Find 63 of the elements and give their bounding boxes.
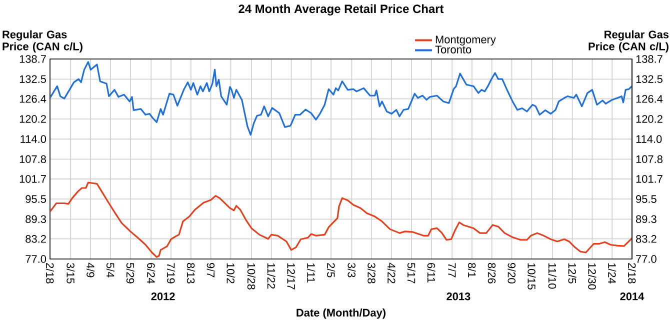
x-tick-label: 12/30 <box>588 263 596 290</box>
y2-tick-label: 132.5 <box>636 75 662 83</box>
x-tick-label: 5/29 <box>126 262 134 284</box>
x-tick-label: 3/15 <box>66 262 75 284</box>
x-tick-label: 11/22 <box>267 263 276 289</box>
y2-tick-label: 101.7 <box>636 175 662 183</box>
y-tick-label: 83.2 <box>26 235 46 243</box>
legend-label: Montgomery <box>436 36 496 46</box>
x-axis-title: Date (Month/Day) <box>296 308 386 319</box>
y-tick-label: 126.4 <box>20 95 46 103</box>
x-tick-label: 10/15 <box>528 263 536 290</box>
x-tick-label: 7/7 <box>448 263 456 278</box>
x-tick-label: 3/3 <box>348 262 356 278</box>
x2-tick-label: 2012 <box>151 292 175 300</box>
y2-tick-label: 114.0 <box>636 135 662 143</box>
y2-tick-label: 138.7 <box>636 55 662 63</box>
x-tick-label: 6/24 <box>147 263 156 284</box>
x2-tick-label: 2014 <box>620 292 644 300</box>
y-tick-label: 101.7 <box>20 175 46 183</box>
y-tick-label: 77.0 <box>26 255 46 263</box>
x-tick-label: 11/10 <box>548 263 556 289</box>
line-series <box>50 182 632 258</box>
x-tick-label: 8/1 <box>468 262 476 278</box>
x2-tick-label: 2013 <box>446 292 470 300</box>
x-tick-label: 2/18 <box>46 263 54 284</box>
y-tick-label: 107.8 <box>20 155 46 164</box>
x-tick-label: 1/11 <box>307 263 316 283</box>
y2-tick-label: 126.4 <box>636 95 663 103</box>
y2-tick-label: 89.3 <box>636 215 656 224</box>
x-tick-label: 12/17 <box>287 263 296 290</box>
x-tick-label: 5/4 <box>106 262 115 278</box>
y2-tick-label: 95.5 <box>636 195 656 203</box>
x-tick-label: 10/2 <box>226 263 235 284</box>
x-tick-label: 2/18 <box>628 263 636 284</box>
x-tick-label: 8/13 <box>186 262 195 284</box>
y-tick-label: 89.3 <box>26 215 46 224</box>
y2-axis-title: Regular Gas Price (CAN c/L) <box>588 30 669 52</box>
x-tick-label: 9/20 <box>508 263 516 284</box>
line-series <box>50 61 632 136</box>
x-tick-label: 7/19 <box>166 263 176 284</box>
x-tick-label: 12/5 <box>568 263 576 284</box>
chart-title: 24 Month Average Retail Price Chart <box>238 4 444 16</box>
x-tick-label: 5/17 <box>407 262 416 284</box>
y-tick-label: 132.5 <box>20 75 46 83</box>
y-tick-label: 95.5 <box>26 195 46 203</box>
x-tick-label: 6/11 <box>427 263 436 283</box>
y2-tick-label: 77.0 <box>636 255 656 263</box>
x-tick-label: 3/28 <box>368 262 376 284</box>
x-tick-label: 2/5 <box>327 263 336 278</box>
x-tick-label: 4/22 <box>388 262 396 284</box>
x-tick-label: 8/26 <box>488 262 496 284</box>
x-tick-label: 10/28 <box>247 263 256 290</box>
y2-tick-label: 120.2 <box>636 115 662 123</box>
x-tick-label: 4/9 <box>86 262 95 278</box>
y2-tick-label: 83.2 <box>636 235 656 243</box>
y-tick-label: 138.7 <box>20 55 46 63</box>
legend-label: Toronto <box>435 46 472 54</box>
x-tick-label: 1/24 <box>608 263 616 284</box>
y-tick-label: 120.2 <box>20 115 46 123</box>
y-tick-label: 114.0 <box>20 135 46 143</box>
y-axis-title: Regular Gas Price (CAN c/L) <box>2 30 82 52</box>
x-tick-label: 9/7 <box>206 263 215 278</box>
y2-tick-label: 107.8 <box>636 155 662 164</box>
